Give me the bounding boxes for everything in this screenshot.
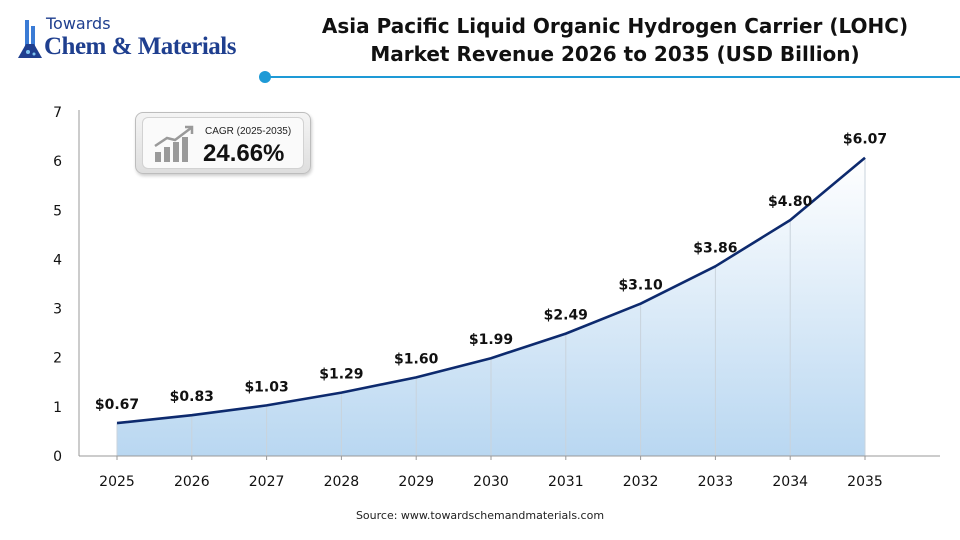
title-divider <box>268 76 960 78</box>
data-label: $1.29 <box>319 367 363 383</box>
x-tick-label: 2031 <box>548 474 584 490</box>
y-tick-label: 1 <box>53 400 62 416</box>
cagr-badge-inner: CAGR (2025-2035) 24.66% <box>142 117 304 169</box>
x-tick-label: 2034 <box>772 474 808 490</box>
x-tick-label: 2033 <box>698 474 734 490</box>
x-tick-label: 2032 <box>623 474 659 490</box>
cagr-label: CAGR (2025-2035) <box>205 126 292 137</box>
x-tick-label: 2029 <box>398 474 434 490</box>
title-divider-dot <box>259 71 271 83</box>
x-tick-label: 2025 <box>99 474 135 490</box>
x-tick-label: 2027 <box>249 474 285 490</box>
y-tick-label: 4 <box>53 252 62 268</box>
brand-line-1: Towards <box>46 14 111 33</box>
data-label: $6.07 <box>843 132 887 148</box>
data-label: $4.80 <box>768 194 813 210</box>
chart-title-line-2: Market Revenue 2026 to 2035 (USD Billion… <box>370 42 860 66</box>
flask-icon <box>18 20 42 58</box>
x-tick-label: 2030 <box>473 474 509 490</box>
data-label: $1.60 <box>394 351 439 367</box>
brand-line-2: Chem & Materials <box>44 33 236 60</box>
data-label: $2.49 <box>544 308 588 324</box>
source-note: Source: www.towardschemandmaterials.com <box>355 509 605 522</box>
data-label: $0.67 <box>95 397 139 413</box>
data-label: $1.03 <box>244 379 288 395</box>
data-label: $3.10 <box>618 278 663 294</box>
x-tick-label: 2028 <box>324 474 360 490</box>
brand-logo: Towards Chem & Materials <box>16 14 256 66</box>
data-label: $1.99 <box>469 332 513 348</box>
y-tick-label: 7 <box>53 105 62 121</box>
y-tick-label: 5 <box>53 203 62 219</box>
cagr-badge: CAGR (2025-2035) 24.66% <box>135 112 311 174</box>
revenue-line <box>116 156 866 425</box>
cagr-value: 24.66% <box>203 140 285 167</box>
data-label: $0.83 <box>170 389 214 405</box>
x-tick-label: 2035 <box>847 474 883 490</box>
growth-chart-icon <box>154 125 194 162</box>
y-tick-label: 6 <box>53 154 62 170</box>
chart-title-line-1: Asia Pacific Liquid Organic Hydrogen Car… <box>321 14 909 38</box>
y-tick-label: 0 <box>53 449 62 465</box>
x-tick-label: 2026 <box>174 474 210 490</box>
area-fill <box>117 157 865 456</box>
y-tick-label: 2 <box>53 351 62 367</box>
data-label: $3.86 <box>693 240 737 256</box>
chart-title: Asia Pacific Liquid Organic Hydrogen Car… <box>290 12 940 68</box>
y-tick-label: 3 <box>53 302 62 318</box>
